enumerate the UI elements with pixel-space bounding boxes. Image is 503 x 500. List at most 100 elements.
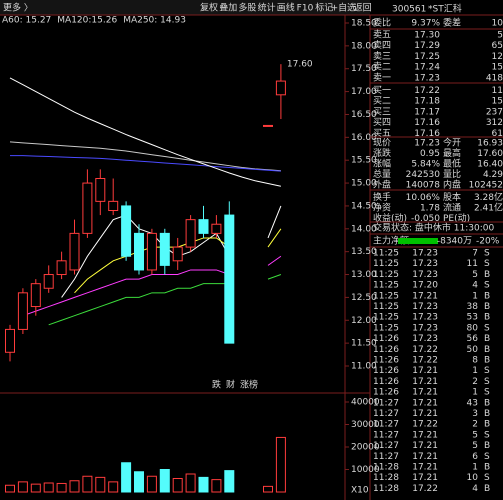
volume-bar [172,478,183,493]
y-tick-label: 13.00 [351,270,377,280]
trade-price: 17.21 [412,473,438,483]
candle-body [198,219,209,234]
volume-bar [211,479,222,493]
trade-volume: 1 [472,291,478,301]
trade-volume: 56 [467,334,479,344]
trade-time: 11:25 [373,313,399,323]
trade-time: 11:27 [373,398,399,408]
book-label: 买三 [373,106,391,117]
indicator-tag: 财 [226,379,235,391]
trade-side: B [484,345,490,355]
toolbar-button[interactable]: F10 [297,4,314,14]
volume-bar [198,476,209,493]
trade-time: 11:27 [373,452,399,462]
flow-pct: -20% [476,237,500,247]
y-tick-label: 15.00 [351,179,377,189]
trade-side: B [484,313,490,323]
trade-price: 17.23 [412,313,438,323]
trade-volume: 5 [472,270,478,280]
trade-time: 11:25 [373,249,399,259]
value: 242530 [406,170,441,180]
toolbar-button[interactable]: 复权 [200,2,218,14]
candle-body [146,232,157,271]
book-label: 买五 [373,128,391,139]
book-price: 17.16 [414,118,440,128]
trade-volume: 53 [467,313,478,323]
value: 16.93 [477,139,503,149]
volume-bar [224,470,235,493]
book-volume: 12 [492,52,503,62]
trade-side: S [484,430,490,440]
trade-side: B [484,302,490,312]
trade-time: 11:26 [373,377,399,387]
book-label: 买二 [373,96,391,107]
trade-time: 11:27 [373,441,399,451]
label: 涨幅 [373,158,391,170]
book-price: 17.18 [414,97,440,107]
trade-time: 11:28 [373,473,399,483]
label: 最低 [443,158,461,170]
volume-bar [69,480,80,493]
toolbar-button[interactable]: 统计 [258,2,276,14]
toolbar-button[interactable]: +自选 [331,2,357,14]
trade-side: B [484,334,490,344]
volume-bar [146,475,157,493]
trade-price: 17.21 [412,366,438,376]
trade-side: S [484,259,490,269]
book-price: 17.16 [414,129,440,139]
candle-body [121,205,132,257]
value: 17.23 [414,139,440,149]
toolbar-button[interactable]: 返回 [354,2,372,14]
value: 5.84% [411,160,440,170]
value: 17.60 [477,149,503,159]
value: 2.41亿 [474,202,503,214]
value: -0.050 [411,214,440,224]
trade-time: 11:26 [373,388,399,398]
book-volume: 15 [492,63,503,73]
book-price: 17.24 [414,63,440,73]
volume-bar [134,471,144,493]
y-tick-label: 16.50 [351,110,377,120]
more-button[interactable]: 更多 〉 [3,2,33,14]
label: 现价 [373,138,391,149]
trade-price: 17.21 [412,388,438,398]
volume-bar [43,482,54,493]
toolbar-button[interactable]: 多股 [238,2,256,14]
book-volume: 15 [492,97,503,107]
label: 收益(动) [373,212,407,224]
trade-price: 17.21 [412,291,438,301]
trade-volume: 4 [472,281,478,291]
book-label: 卖四 [373,40,391,51]
y-tick-label: 16.00 [351,133,377,143]
candle-body [275,80,286,96]
trade-price: 17.22 [412,484,438,494]
trade-volume: 80 [467,323,479,333]
vol-tick-label: 20000 [351,443,380,453]
trade-volume: 2 [472,377,478,387]
trade-side: S [484,281,490,291]
toolbar-button[interactable]: 叠加 [219,3,237,14]
label: 委比 [373,17,391,29]
y-tick-label: 11.00 [351,362,377,372]
ma-line [10,155,281,172]
candle-body [185,219,196,248]
trade-price: 17.22 [412,420,438,430]
trade-volume: 7 [472,249,478,259]
trade-side: S [484,249,490,259]
volume-bar [159,469,170,493]
trade-volume: 11 [467,259,478,269]
y-tick-label: 13.50 [351,247,377,257]
trade-time: 11:26 [373,345,399,355]
label: 涨跌 [373,148,391,159]
trade-time: 11:26 [373,356,399,366]
toolbar-button[interactable]: 标记 [315,2,333,14]
toolbar-button[interactable]: 画线 [277,2,295,14]
trade-time: 11:26 [373,334,399,344]
trade-side: B [484,409,490,419]
ma-label: MA250: 14.93 [123,16,186,26]
trade-side: S [484,366,490,376]
trade-price: 17.22 [412,345,438,355]
label: 内盘 [443,179,461,191]
